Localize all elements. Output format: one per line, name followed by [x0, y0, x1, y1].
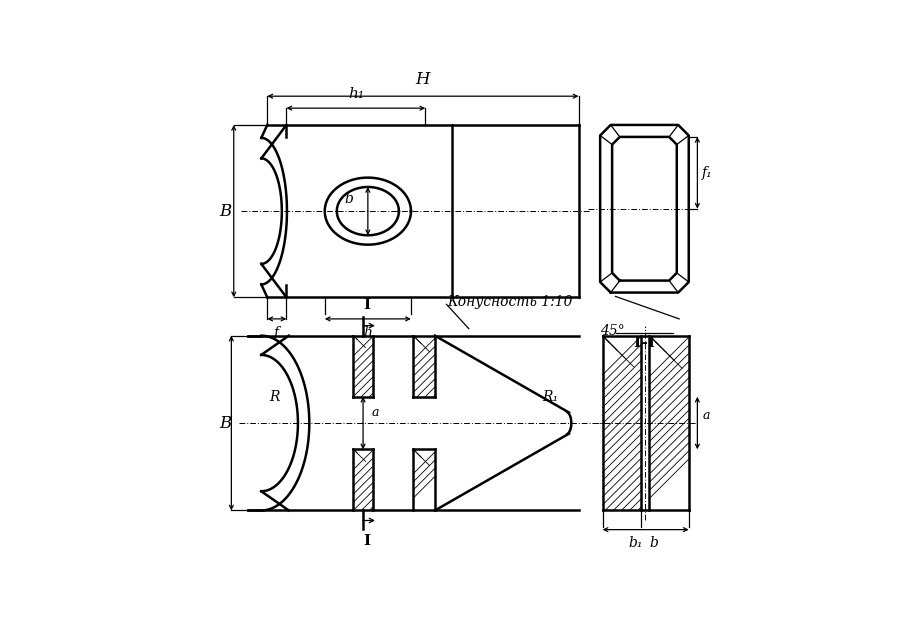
Text: R₁: R₁: [542, 390, 558, 404]
Text: I–I: I–I: [634, 336, 655, 350]
Text: a: a: [372, 406, 379, 419]
Text: h: h: [364, 325, 373, 340]
Text: 45°: 45°: [599, 323, 625, 338]
Text: f: f: [274, 325, 279, 340]
Text: b₁: b₁: [629, 536, 643, 550]
Text: R: R: [269, 390, 280, 404]
Text: a: a: [702, 409, 710, 422]
Text: I: I: [364, 298, 371, 312]
Text: f₁: f₁: [702, 166, 713, 180]
Text: I: I: [364, 534, 371, 549]
Text: B: B: [219, 203, 231, 220]
Text: H: H: [416, 70, 430, 88]
Text: B: B: [219, 415, 231, 432]
Text: b: b: [345, 192, 354, 206]
Text: b: b: [650, 536, 659, 550]
Text: Конусность 1:10: Конусность 1:10: [447, 295, 572, 309]
Text: h₁: h₁: [348, 88, 364, 101]
